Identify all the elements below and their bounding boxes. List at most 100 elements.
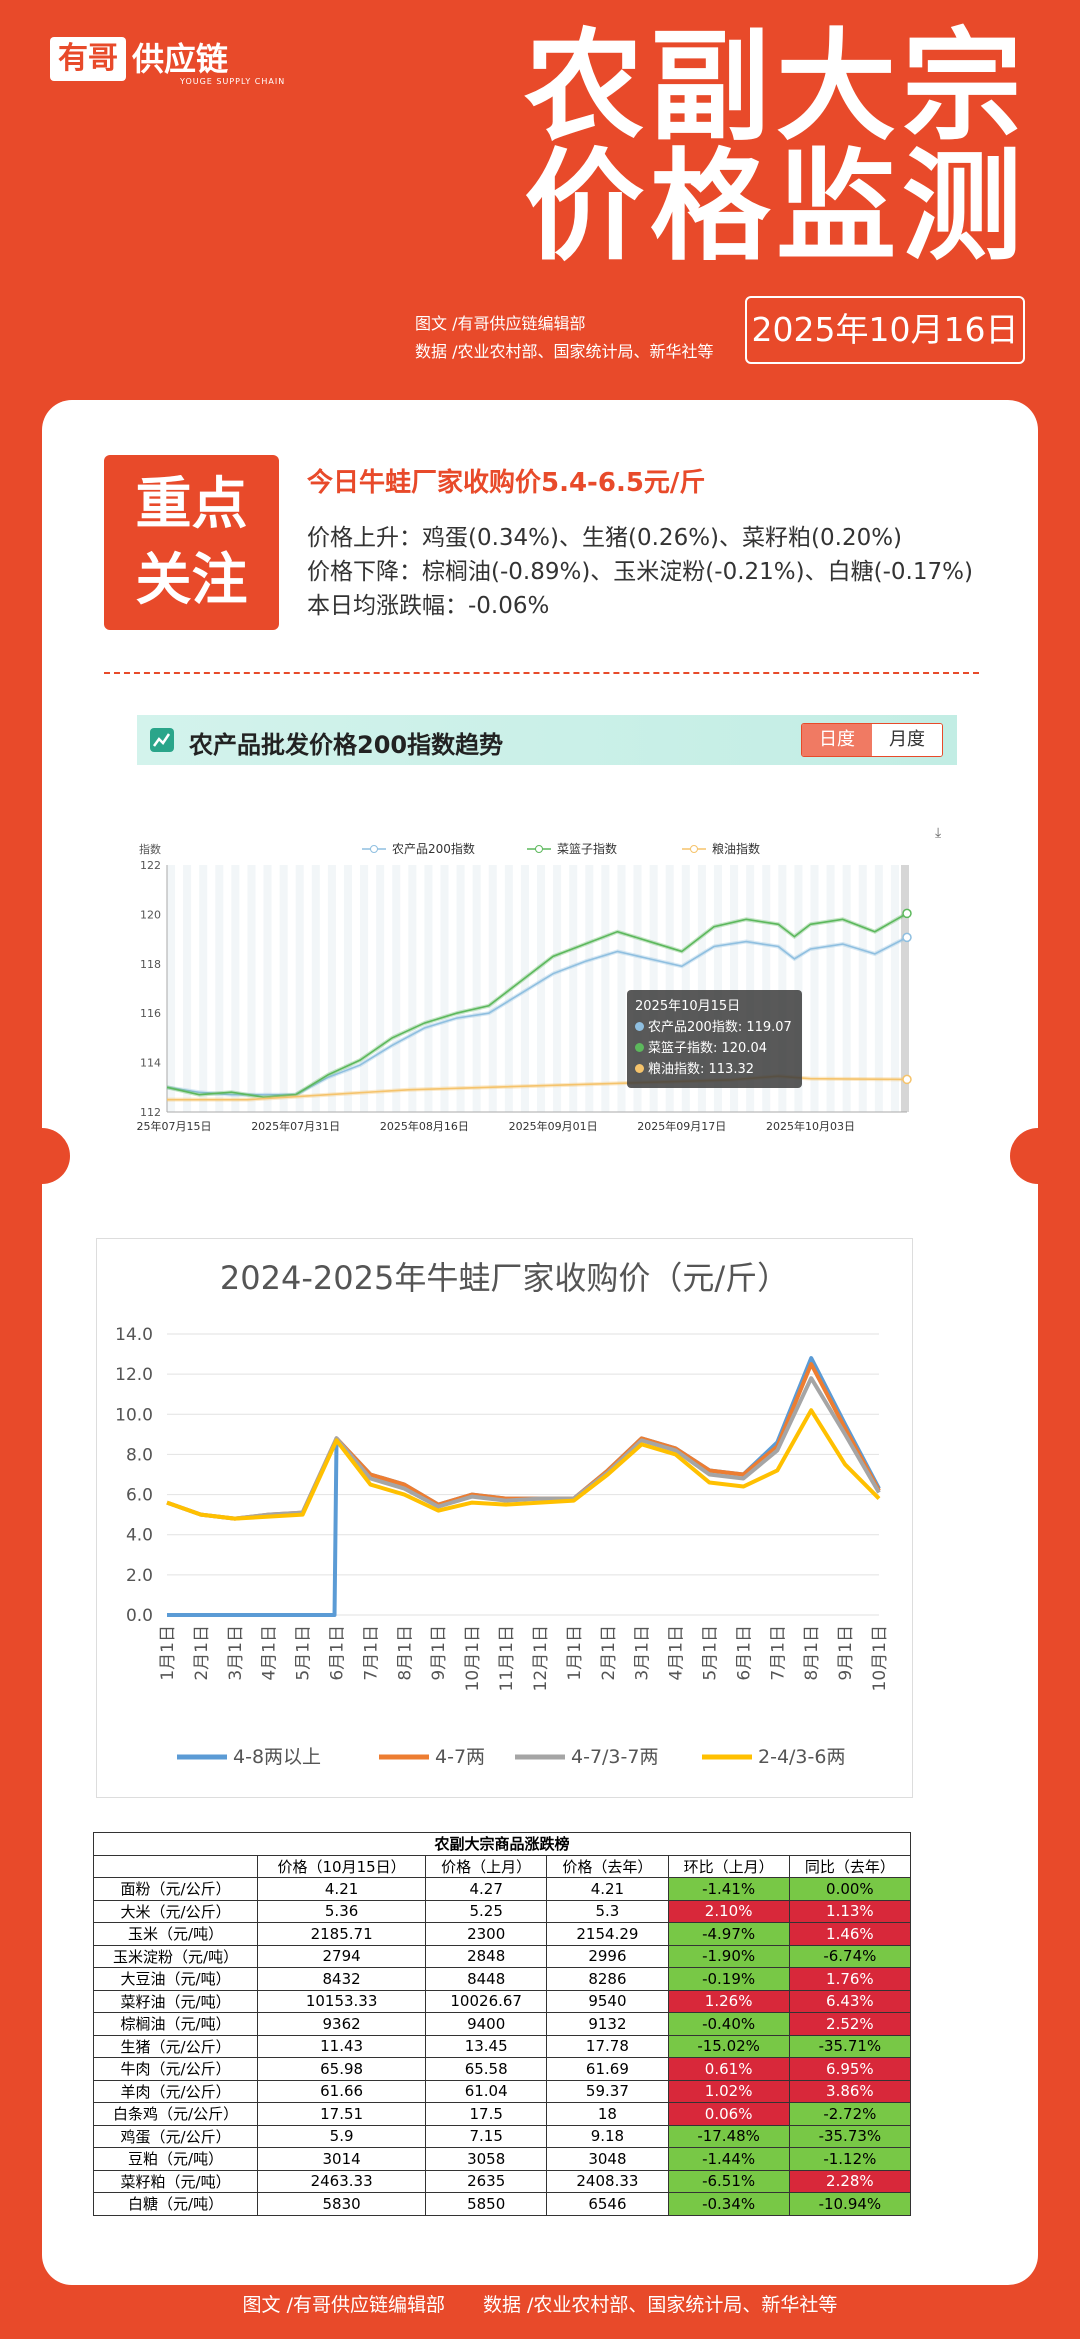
page-title: 农副大宗 价格监测 [468,28,1028,268]
x-tick-label: 12月1日 [531,1625,551,1691]
table-row: 玉米（元/吨） 2185.71 2300 2154.29 -4.97% 1.46% [92,1922,912,1946]
x-tick-label: 8月1日 [395,1625,415,1681]
bg-stripe [794,865,803,1112]
mom-change: -1.41% [667,1877,790,1901]
yoy-change: -1.12% [788,2147,912,2171]
item-name: 牛肉（元/公斤） [92,2057,259,2081]
credits-line2: 数据 /农业农村部、国家统计局、新华社等 [415,342,714,361]
price-today: 8432 [257,1967,427,1991]
yoy-change: -10.94% [788,2192,912,2216]
price-today: 10153.33 [257,1989,427,2013]
mom-change: -17.48% [667,2124,790,2148]
period-tabs: 日度 月度 [801,723,943,757]
price-last-month: 3058 [425,2147,548,2171]
bg-stripe [247,865,256,1112]
x-tick-label: 9月1日 [836,1625,856,1681]
tooltip-basket-text: 菜篮子指数: 120.04 [648,1041,767,1056]
mom-change: -6.51% [667,2169,790,2193]
tooltip-line-basket: 菜篮子指数: 120.04 [635,1038,794,1059]
bg-stripe [263,865,272,1112]
price-today: 2185.71 [257,1922,427,1946]
bg-stripe [762,865,771,1112]
series-line-3 [166,1408,881,1521]
legend-label: 4-7两 [435,1746,485,1768]
focus-label: 重点 关注 [104,455,279,630]
page-title-line2: 价格监测 [524,138,1028,277]
x-tick-label: 1月1日 [158,1625,178,1681]
y-tick-label: 12.0 [115,1365,153,1385]
yoy-change: 6.95% [788,2057,912,2081]
y-tick-label: 118 [140,958,161,971]
dashed-divider [104,672,979,674]
index-chart-panel: 农产品批发价格200指数趋势 日度 月度 122 120 118 116 114 112 指… [137,715,957,1195]
index-tooltip: 2025年10月15日 农产品200指数: 119.07 菜篮子指数: 120.… [627,990,802,1088]
mom-change: 2.10% [667,1899,790,1923]
mom-change: 0.61% [667,2057,790,2081]
bg-stripe [231,865,240,1112]
legend-label: 菜篮子指数 [557,841,617,856]
tab-monthly[interactable]: 月度 [872,724,942,756]
bg-stripe [826,865,835,1112]
series-line-1 [166,912,908,1098]
bg-stripe [569,865,578,1112]
price-last-month: 4.27 [425,1877,548,1901]
price-last-year: 18 [546,2102,669,2126]
table-row: 面粉（元/公斤） 4.21 4.27 4.21 -1.41% 0.00% [92,1877,912,1901]
bg-stripe [890,865,899,1112]
x-tick-label: 1月1日 [565,1625,585,1681]
x-tick-label: 6月1日 [734,1625,754,1681]
y-tick-label: 120 [140,908,161,921]
table-row: 大米（元/公斤） 5.36 5.25 5.3 2.10% 1.13% [92,1899,912,1923]
mom-change: -0.40% [667,2012,790,2036]
price-today: 9362 [257,2012,427,2036]
price-last-month: 2635 [425,2169,548,2193]
table-row: 生猪（元/公斤） 11.43 13.45 17.78 -15.02% -35.71% [92,2034,912,2058]
price-last-year: 17.78 [546,2034,669,2058]
y-tick-label: 122 [140,859,161,872]
column-header: 同比（去年） [788,1854,912,1878]
price-last-month: 2300 [425,1922,548,1946]
yoy-change: 2.28% [788,2169,912,2193]
y-tick-label: 6.0 [126,1486,153,1506]
card-notch-right [1010,1128,1066,1184]
table-row: 棕榈油（元/吨） 9362 9400 9132 -0.40% 2.52% [92,2012,912,2036]
bg-stripe [327,865,336,1112]
frog-chart-panel: 2024-2025年牛蛙厂家收购价（元/斤） 14.0 12.0 10.0 8.0 6.… [96,1238,913,1798]
x-tick-label: 10月1日 [463,1625,483,1691]
focus-fall: 价格下降：棕榈油(-0.89%)、玉米淀粉(-0.21%)、白糖(-0.17%) [307,559,973,585]
series-line-0 [167,1356,881,1617]
table-row: 菜籽粕（元/吨） 2463.33 2635 2408.33 -6.51% 2.28% [92,2169,912,2193]
yoy-change: -6.74% [788,1944,912,1968]
bg-stripe [649,865,658,1112]
bg-stripe [633,865,642,1112]
frog-chart-title: 2024-2025年牛蛙厂家收购价（元/斤） [219,1259,790,1297]
price-last-month: 9400 [425,2012,548,2036]
chart-icon [150,728,174,752]
date-badge: 2025年10月16日 [745,296,1025,364]
table-row: 牛肉（元/公斤） 65.98 65.58 61.69 0.61% 6.95% [92,2057,912,2081]
bg-stripe [488,865,497,1112]
index-chart: 122 120 118 116 114 112 指数 2025年07月15日 2025年07月3… [137,825,941,1133]
bg-stripe [343,865,352,1112]
bg-stripe [810,865,819,1112]
item-name: 豆粕（元/吨） [92,2147,259,2171]
brand-name: 供应链 [132,40,229,78]
price-last-month: 5850 [425,2192,548,2216]
bg-stripe [360,865,369,1112]
table-header-row: 价格（10月15日） 价格（上月） 价格（去年） 环比（上月） 同比（去年） [92,1854,912,1878]
yoy-change: 1.46% [788,1922,912,1946]
bg-stripe [601,865,610,1112]
table-row: 菜籽油（元/吨） 10153.33 10026.67 9540 1.26% 6.43% [92,1989,912,2013]
bg-stripe [553,865,562,1112]
tab-daily[interactable]: 日度 [802,724,872,756]
y-tick-label: 0.0 [126,1606,153,1626]
bg-stripe [440,865,449,1112]
x-tick-label: 2025年07月15日 [137,1119,212,1133]
tooltip-agri200-text: 农产品200指数: 119.07 [648,1020,792,1035]
legend-label: 2-4/3-6两 [758,1746,845,1768]
table-caption-row: 农副大宗商品涨跌榜 [93,1832,911,1856]
y-tick-label: 116 [140,1007,161,1020]
item-name: 菜籽粕（元/吨） [92,2169,259,2193]
x-tick-label: 3月1日 [226,1625,246,1681]
series-endpoint-2 [902,1074,912,1085]
